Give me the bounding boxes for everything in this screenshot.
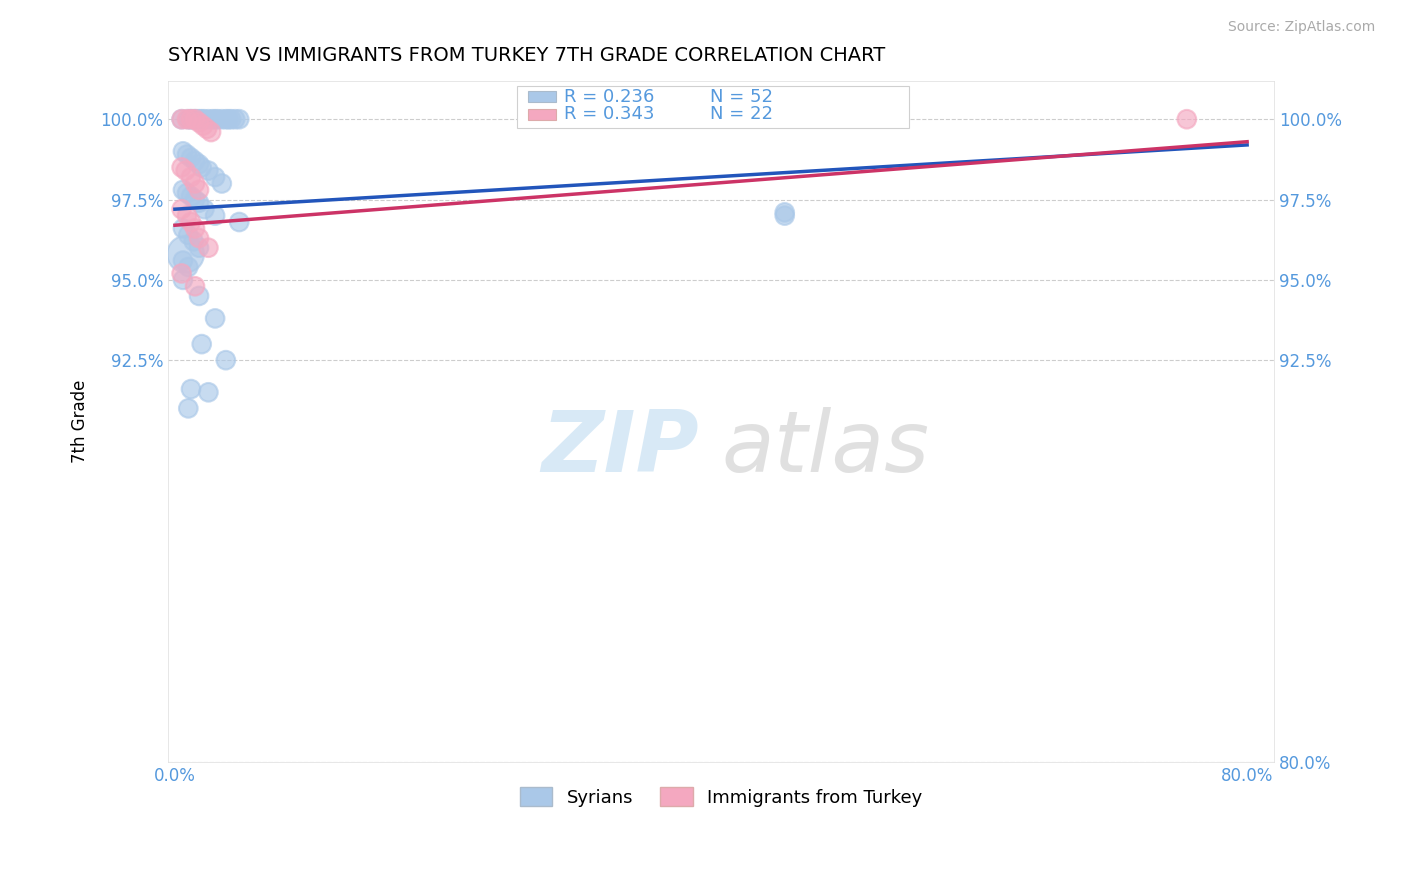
Point — [180, 215, 202, 229]
Point — [176, 186, 198, 200]
Point — [180, 112, 202, 127]
Point — [188, 183, 211, 197]
Point — [172, 183, 194, 197]
Point — [180, 112, 202, 127]
Point — [224, 112, 246, 127]
Point — [211, 112, 233, 127]
Point — [200, 125, 222, 139]
Point — [170, 267, 193, 281]
Point — [773, 205, 796, 219]
Point — [177, 227, 200, 242]
Point — [211, 177, 233, 191]
Text: N = 52: N = 52 — [710, 87, 773, 105]
Text: atlas: atlas — [721, 407, 929, 490]
Point — [180, 382, 202, 396]
Point — [188, 195, 211, 210]
Bar — [527, 109, 557, 120]
Text: ZIP: ZIP — [541, 407, 699, 490]
Point — [228, 215, 250, 229]
Point — [184, 153, 207, 168]
Point — [197, 163, 219, 178]
Point — [207, 112, 229, 127]
Point — [170, 161, 193, 175]
Point — [172, 145, 194, 159]
Text: Source: ZipAtlas.com: Source: ZipAtlas.com — [1227, 20, 1375, 34]
Point — [180, 169, 202, 184]
Bar — [516, 87, 910, 128]
Point — [190, 161, 212, 175]
Point — [183, 112, 205, 127]
Point — [176, 112, 198, 127]
Point — [193, 202, 215, 217]
Bar — [527, 91, 557, 103]
Point — [174, 247, 197, 261]
Point — [184, 112, 207, 127]
Point — [188, 231, 211, 245]
Point — [176, 147, 198, 161]
Point — [188, 115, 211, 129]
Text: R = 0.236: R = 0.236 — [564, 87, 654, 105]
Point — [184, 279, 207, 293]
Point — [219, 112, 242, 127]
Text: R = 0.343: R = 0.343 — [564, 105, 655, 123]
Point — [177, 401, 200, 416]
Text: N = 22: N = 22 — [710, 105, 773, 123]
Point — [204, 311, 226, 326]
Point — [204, 209, 226, 223]
Point — [172, 253, 194, 268]
Point — [197, 241, 219, 255]
Point — [197, 385, 219, 400]
Point — [176, 209, 198, 223]
Point — [201, 112, 224, 127]
Point — [1175, 112, 1198, 127]
Point — [188, 157, 211, 171]
Point — [204, 169, 226, 184]
Point — [172, 273, 194, 287]
Point — [188, 289, 211, 303]
Point — [188, 112, 211, 127]
Point — [184, 221, 207, 235]
Point — [183, 235, 205, 249]
Point — [177, 112, 200, 127]
Point — [177, 260, 200, 274]
Point — [193, 112, 215, 127]
Point — [204, 112, 226, 127]
Point — [773, 209, 796, 223]
Point — [228, 112, 250, 127]
Point — [170, 202, 193, 217]
Y-axis label: 7th Grade: 7th Grade — [72, 379, 89, 463]
Text: SYRIAN VS IMMIGRANTS FROM TURKEY 7TH GRADE CORRELATION CHART: SYRIAN VS IMMIGRANTS FROM TURKEY 7TH GRA… — [169, 46, 886, 65]
Point — [190, 112, 212, 127]
Point — [184, 177, 207, 191]
Point — [186, 112, 208, 127]
Legend: Syrians, Immigrants from Turkey: Syrians, Immigrants from Turkey — [513, 780, 929, 814]
Point — [170, 112, 193, 127]
Point — [188, 241, 211, 255]
Point — [197, 112, 219, 127]
Point — [215, 353, 238, 368]
Point — [180, 189, 202, 203]
Point — [195, 121, 218, 136]
Point — [170, 112, 193, 127]
Point — [190, 337, 212, 351]
Point — [218, 112, 240, 127]
Point — [215, 112, 238, 127]
Point — [184, 193, 207, 207]
Point — [172, 221, 194, 235]
Point — [174, 163, 197, 178]
Point — [180, 151, 202, 165]
Point — [191, 119, 214, 133]
